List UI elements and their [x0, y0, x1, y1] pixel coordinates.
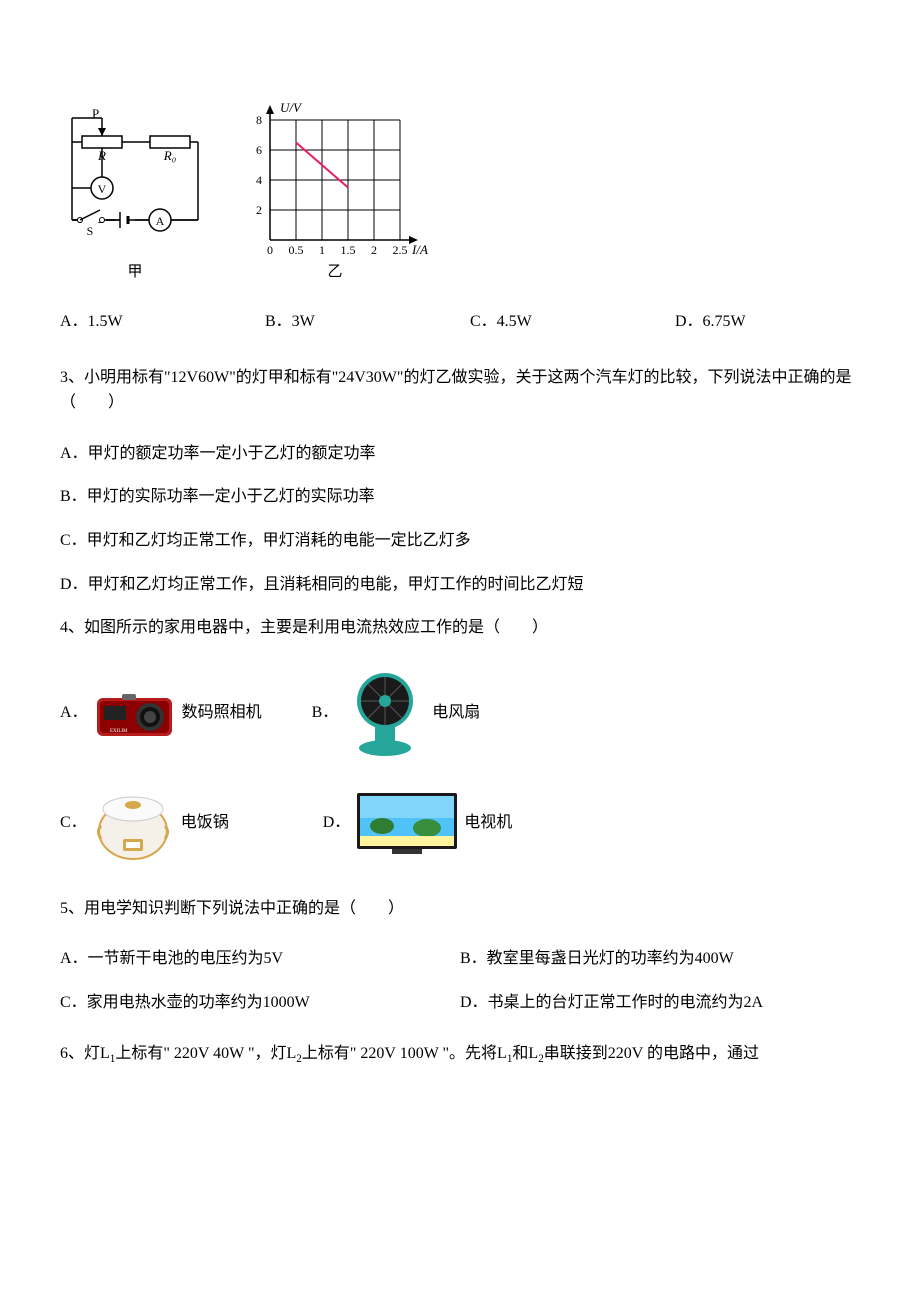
- q3-option-C: C．甲灯和乙灯均正常工作，甲灯消耗的电能一定比乙灯多: [60, 528, 860, 554]
- ytick-6: 6: [256, 143, 262, 157]
- q4-options-row2: C． 电饭锅 D．: [60, 781, 860, 866]
- xtick-2: 2: [371, 243, 377, 257]
- q4-C-prefix: C．: [60, 810, 87, 836]
- q2-option-C: C．4.5W: [470, 309, 655, 335]
- q4-option-C: C． 电饭锅: [60, 781, 229, 866]
- q6-part1: 6、灯L: [60, 1045, 110, 1062]
- xtick-1: 1: [319, 243, 325, 257]
- y-axis-label: U/V: [280, 100, 303, 115]
- ytick-8: 8: [256, 113, 262, 127]
- x-axis-label: I/A: [411, 242, 428, 257]
- q6-part5: 串联接到220V 的电路中，通过: [544, 1045, 759, 1062]
- xtick-15: 1.5: [341, 243, 356, 257]
- q2-option-B: B．3W: [265, 309, 450, 335]
- q3-option-D: D．甲灯和乙灯均正常工作，且消耗相同的电能，甲灯工作的时间比乙灯短: [60, 572, 860, 598]
- q2-figures: R P R₀ V S: [60, 100, 860, 284]
- rice-cooker-icon: [89, 781, 179, 866]
- q4-stem: 4、如图所示的家用电器中，主要是利用电流热效应工作的是（ ）: [60, 615, 860, 641]
- q2-options: A．1.5W B．3W C．4.5W D．6.75W: [60, 309, 860, 335]
- q2-option-D: D．6.75W: [675, 309, 860, 335]
- q5-row1: A．一节新干电池的电压约为5V B．教室里每盏日光灯的功率约为400W: [60, 946, 860, 972]
- q4-B-label: 电风扇: [432, 700, 480, 726]
- q4-B-prefix: B．: [312, 700, 339, 726]
- q3-option-A: A．甲灯的额定功率一定小于乙灯的额定功率: [60, 441, 860, 467]
- q3-option-B: B．甲灯的实际功率一定小于乙灯的实际功率: [60, 484, 860, 510]
- ytick-4: 4: [256, 173, 262, 187]
- q4-A-prefix: A．: [60, 700, 88, 726]
- q6-part2: 上标有" 220V 40W "，灯L: [115, 1045, 296, 1062]
- circuit-svg: R P R₀ V S: [60, 100, 210, 260]
- q5-stem: 5、用电学知识判断下列说法中正确的是（ ）: [60, 896, 860, 922]
- fan-icon: [340, 666, 430, 761]
- xtick-25: 2.5: [393, 243, 408, 257]
- svg-text:EXILIM: EXILIM: [110, 729, 128, 734]
- graph-svg: 2 4 6 8 0 0.5 1 1.5 2 2.5 U/V I/A: [240, 100, 430, 260]
- q4-options-row1: A． EXILIM 数码照相机 B．: [60, 666, 860, 761]
- ytick-2: 2: [256, 203, 262, 217]
- q4-option-B: B． 电风扇: [312, 666, 481, 761]
- q6-part3: 上标有" 220V 100W "。先将L: [302, 1045, 507, 1062]
- q6-stem: 6、灯L1上标有" 220V 40W "，灯L2上标有" 220V 100W "…: [60, 1041, 860, 1069]
- label-R0: R₀: [163, 148, 176, 163]
- label-S: S: [87, 224, 94, 238]
- q5-option-D: D．书桌上的台灯正常工作时的电流约为2A: [460, 990, 860, 1016]
- label-V: V: [98, 182, 107, 196]
- q4-C-label: 电饭锅: [181, 810, 229, 836]
- q5-option-B: B．教室里每盏日光灯的功率约为400W: [460, 946, 860, 972]
- circuit-caption: 甲: [60, 260, 210, 284]
- camera-icon: EXILIM: [90, 676, 180, 751]
- q4-option-A: A． EXILIM 数码照相机: [60, 676, 262, 751]
- graph-figure: 2 4 6 8 0 0.5 1 1.5 2 2.5 U/V I/A 乙: [240, 100, 430, 284]
- q4-A-label: 数码照相机: [182, 700, 262, 726]
- q6-part4: 和L: [512, 1045, 538, 1062]
- q5-option-A: A．一节新干电池的电压约为5V: [60, 946, 460, 972]
- q4-D-prefix: D．: [323, 810, 351, 836]
- q3-stem: 3、小明用标有"12V60W"的灯甲和标有"24V30W"的灯乙做实验，关于这两…: [60, 365, 860, 416]
- graph-caption: 乙: [240, 260, 430, 284]
- circuit-figure: R P R₀ V S: [60, 100, 210, 284]
- tv-icon: [352, 788, 462, 858]
- label-A: A: [156, 214, 165, 228]
- xtick-05: 0.5: [289, 243, 304, 257]
- xtick-0: 0: [267, 243, 273, 257]
- q2-option-A: A．1.5W: [60, 309, 245, 335]
- q5-option-C: C．家用电热水壶的功率约为1000W: [60, 990, 460, 1016]
- q4-D-label: 电视机: [464, 810, 512, 836]
- q4-option-D: D． 电视机: [323, 788, 513, 858]
- q5-row2: C．家用电热水壶的功率约为1000W D．书桌上的台灯正常工作时的电流约为2A: [60, 990, 860, 1016]
